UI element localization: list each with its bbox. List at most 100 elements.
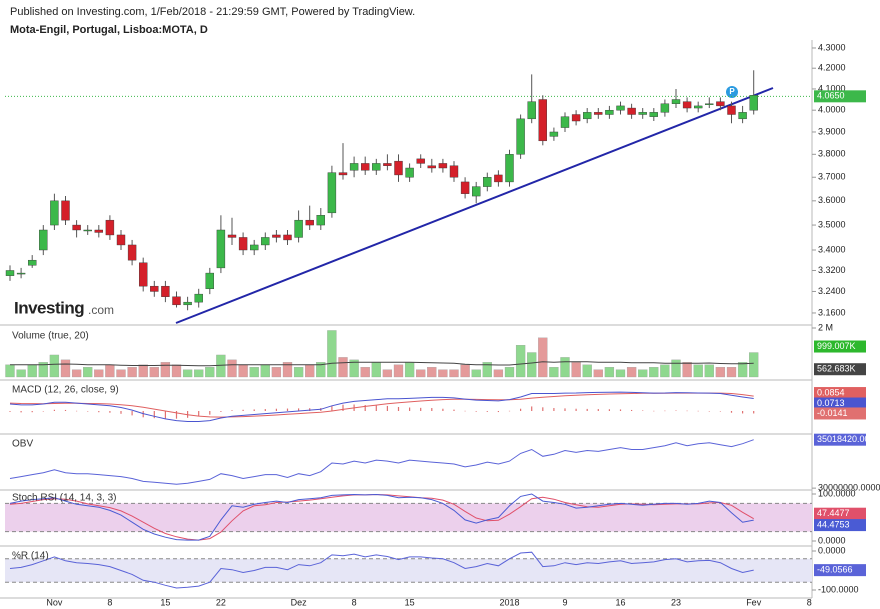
volume-bar <box>60 359 71 378</box>
volume-bar <box>427 367 437 378</box>
candle-body <box>327 172 337 214</box>
x-tick-label: Fev <box>746 597 762 607</box>
histogram-bar <box>420 407 422 411</box>
volume-bar <box>182 369 193 378</box>
value-box <box>814 90 866 103</box>
candle-body <box>649 112 658 117</box>
volume-bar <box>271 367 282 378</box>
indicator-line <box>9 551 754 589</box>
histogram-bar <box>20 411 22 413</box>
histogram-bar <box>719 411 721 412</box>
volume-bar <box>626 367 637 378</box>
y-tick-label: 0.0000 <box>818 535 846 545</box>
candle-body <box>294 219 303 238</box>
histogram-bar <box>431 408 433 411</box>
value-label: 44.4753 <box>817 519 850 529</box>
candle-body <box>616 105 625 111</box>
histogram-bar <box>753 411 755 414</box>
candle-body <box>694 105 703 109</box>
histogram-bar <box>331 405 333 411</box>
histogram-bar <box>64 409 67 411</box>
candle-body <box>738 112 747 120</box>
y-tick-label: 3.1600 <box>818 307 846 317</box>
volume-bar <box>282 362 293 378</box>
x-tick-label: Dez <box>291 597 308 607</box>
volume-bar <box>571 362 581 378</box>
candle-body <box>372 163 381 171</box>
candle-body <box>549 131 559 137</box>
histogram-bar <box>9 411 11 412</box>
volume-bar <box>682 362 692 378</box>
marker <box>726 86 738 98</box>
histogram-bar <box>409 407 411 411</box>
candle-body <box>316 215 325 226</box>
candle-body <box>183 301 192 306</box>
candle-body <box>505 154 514 183</box>
volume-bar <box>205 367 215 378</box>
histogram-bar <box>76 410 78 412</box>
candle-body <box>172 296 181 306</box>
value-box <box>814 397 866 410</box>
histogram-bar <box>42 411 44 412</box>
value-box <box>814 407 866 420</box>
volume-bar <box>5 364 15 378</box>
x-tick-label: 16 <box>615 597 625 607</box>
candle-body <box>682 101 692 109</box>
histogram-bar <box>520 408 522 411</box>
logo-suffix: .com <box>88 303 114 317</box>
x-tick-label: 2018 <box>499 597 519 607</box>
histogram-bar <box>619 409 622 411</box>
macd-line <box>9 392 754 418</box>
y-tick-label: 3.7000 <box>818 172 846 182</box>
value-label: -0.0141 <box>817 408 848 418</box>
y-tick-label: 3.8000 <box>818 149 846 159</box>
candle-body <box>605 109 614 115</box>
band <box>5 503 812 532</box>
candle-body <box>127 244 137 261</box>
candle-body <box>50 200 59 226</box>
candle-body <box>194 293 203 303</box>
candle-body <box>261 237 270 246</box>
candle-body <box>283 234 292 241</box>
candle-body <box>472 186 481 197</box>
histogram-bar <box>686 410 688 412</box>
x-tick-label: 22 <box>216 597 226 607</box>
value-box <box>814 387 866 400</box>
candle-body <box>594 112 603 115</box>
volume-bar <box>127 367 137 378</box>
volume-bar <box>449 369 459 378</box>
candle-body <box>150 285 159 292</box>
volume-bar <box>737 362 748 378</box>
candle-body <box>638 112 647 115</box>
value-label: 562.683K <box>817 364 856 374</box>
histogram-bar <box>486 411 488 412</box>
volume-bar <box>527 352 537 378</box>
volume-bar <box>649 367 659 378</box>
x-tick-label: 23 <box>671 597 681 607</box>
value-label: 999.007K <box>817 341 856 351</box>
candle-body <box>105 219 115 236</box>
volume-bar <box>471 369 481 378</box>
histogram-bar <box>231 410 233 411</box>
volume-bar <box>660 364 670 378</box>
volume-bar <box>493 369 504 378</box>
x-tick-label: 8 <box>352 597 357 607</box>
candle-body <box>116 234 126 246</box>
volume-bar <box>393 364 404 378</box>
y-tick-label: 3.6000 <box>818 195 846 205</box>
volume-bar <box>604 367 615 378</box>
candle-body <box>72 224 81 231</box>
histogram-bar <box>642 410 644 411</box>
histogram-bar <box>653 410 655 412</box>
histogram-bar <box>397 406 400 411</box>
x-tick-label: 9 <box>562 597 567 607</box>
volume-bar <box>327 330 337 378</box>
candle-body <box>438 163 448 169</box>
histogram-bar <box>198 411 200 417</box>
histogram-bar <box>153 411 155 419</box>
volume-bar <box>83 367 93 378</box>
band <box>5 558 812 583</box>
candle-body <box>83 229 92 232</box>
histogram-bar <box>708 411 710 412</box>
volume-bar <box>116 369 126 378</box>
